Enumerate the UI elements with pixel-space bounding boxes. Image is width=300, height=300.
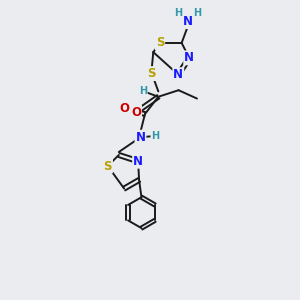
Text: N: N [173, 68, 183, 81]
Text: S: S [148, 67, 156, 80]
Text: O: O [131, 106, 141, 119]
Text: H: H [174, 8, 182, 18]
Text: H: H [151, 131, 159, 141]
Text: O: O [120, 102, 130, 115]
Text: H: H [139, 86, 147, 96]
Text: N: N [183, 15, 193, 28]
Text: S: S [103, 160, 112, 172]
Text: N: N [184, 51, 194, 64]
Text: S: S [156, 37, 164, 50]
Text: N: N [136, 131, 146, 144]
Text: H: H [193, 8, 201, 18]
Text: N: N [133, 155, 143, 168]
